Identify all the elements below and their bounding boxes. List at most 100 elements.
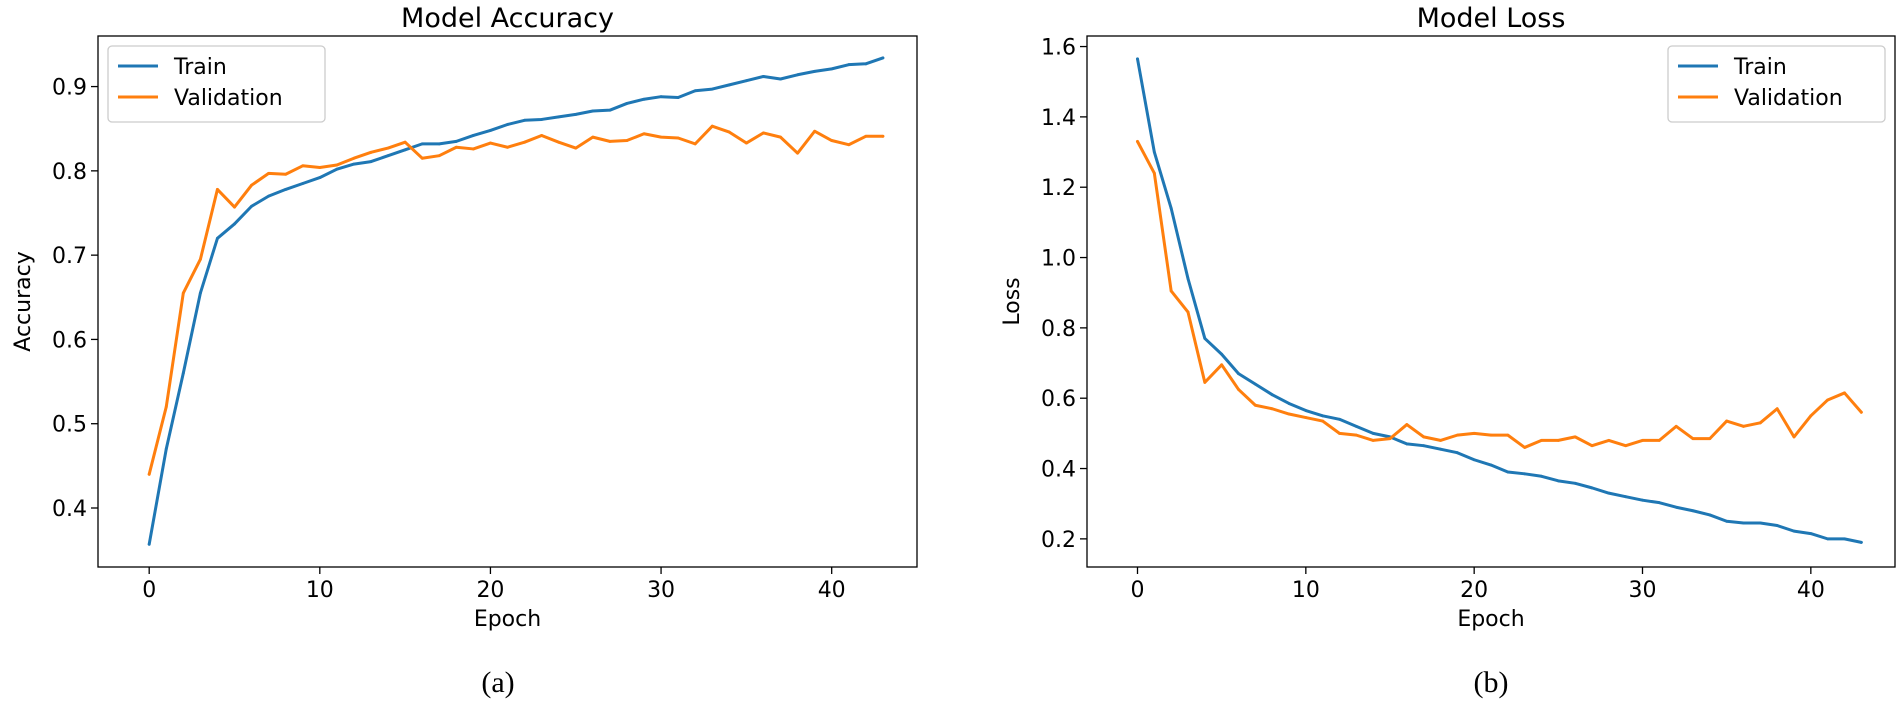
data-point (454, 139, 458, 143)
data-point (796, 73, 799, 77)
chart-title: Model Accuracy (401, 3, 614, 34)
data-point (1472, 458, 1476, 462)
data-point (1641, 498, 1644, 502)
x-tick-label: 10 (306, 578, 334, 603)
data-point (813, 70, 817, 73)
y-tick-label: 1.2 (1041, 176, 1076, 201)
series-line-validation (1136, 140, 1863, 449)
chart-title: Model Loss (1417, 3, 1566, 34)
data-point (164, 405, 168, 409)
series-line-train (1136, 57, 1863, 544)
data-point (1607, 439, 1611, 442)
data-point (147, 472, 151, 476)
data-point (574, 112, 578, 116)
data-point (1220, 363, 1224, 367)
x-tick-label: 0 (1131, 578, 1145, 603)
data-point (1203, 380, 1207, 384)
data-point (642, 97, 646, 101)
data-point (1371, 439, 1375, 442)
data-point (1152, 171, 1156, 175)
data-point (1388, 437, 1392, 441)
data-point (1792, 529, 1796, 533)
x-tick-label: 30 (1629, 578, 1657, 603)
data-point (386, 154, 390, 158)
data-point (779, 135, 782, 139)
data-point (727, 130, 731, 134)
x-tick-label: 10 (1292, 578, 1320, 603)
data-point (1136, 140, 1139, 143)
data-point (1775, 524, 1779, 527)
data-point (1540, 474, 1543, 478)
loss-chart: Model Loss 0 10 20 30 40 0.2 0.4 0.6 0.8 1.0 1.2 1.4… (1000, 3, 1896, 699)
data-point (1152, 150, 1156, 154)
legend-label: Train (173, 55, 227, 80)
data-point (1270, 407, 1274, 411)
data-point (1674, 424, 1678, 428)
panel-caption: (a) (481, 666, 514, 699)
data-point (489, 141, 492, 145)
series-line-train (147, 56, 885, 546)
data-point (744, 79, 748, 83)
data-point (1624, 495, 1628, 499)
data-point (352, 156, 356, 160)
data-point (1422, 444, 1426, 448)
data-point (1321, 419, 1325, 423)
data-point (1708, 513, 1712, 517)
data-point (1253, 382, 1257, 386)
data-point (1859, 540, 1863, 544)
series-train (147, 56, 885, 546)
data-point (1169, 289, 1173, 293)
x-tick-label: 20 (476, 578, 504, 603)
panel-caption: (b) (1474, 666, 1509, 699)
y-tick-label: 0.2 (1041, 528, 1076, 553)
data-point (437, 142, 441, 146)
data-point (881, 134, 885, 138)
data-point (1321, 414, 1325, 418)
data-point (1657, 501, 1661, 505)
data-point (1657, 439, 1661, 442)
data-point (318, 176, 322, 180)
data-point (1590, 486, 1594, 490)
data-point (352, 162, 356, 166)
data-point (1405, 423, 1409, 426)
data-point (1338, 431, 1341, 435)
data-point (625, 139, 629, 142)
data-point (710, 87, 714, 91)
x-tick-label: 30 (647, 578, 675, 603)
data-point (506, 145, 509, 149)
data-point (591, 135, 595, 139)
data-point (1455, 451, 1459, 455)
x-axis-label: Epoch (474, 607, 541, 632)
y-tick-label: 0.7 (52, 244, 87, 269)
data-point (1169, 206, 1173, 210)
data-point (642, 132, 646, 136)
data-point (1725, 519, 1729, 523)
data-point (693, 89, 697, 93)
y-tick-label: 0.6 (52, 328, 87, 353)
data-point (1523, 472, 1527, 476)
data-point (1826, 398, 1830, 402)
data-point (693, 142, 697, 146)
data-point (830, 139, 834, 142)
y-axis-label: Loss (1000, 277, 1025, 325)
data-point (1287, 412, 1291, 416)
data-point (250, 204, 253, 208)
plot-area (1086, 35, 1896, 568)
data-point (1792, 435, 1796, 439)
y-tick-label: 0.4 (52, 497, 87, 522)
y-tick-label: 1.6 (1041, 36, 1076, 61)
legend-label: Validation (174, 86, 283, 111)
y-tick-label: 0.8 (1041, 317, 1076, 342)
data-point (676, 96, 680, 99)
data-point (1237, 372, 1240, 375)
data-point (181, 371, 185, 375)
data-point (386, 146, 390, 150)
data-point (1607, 491, 1611, 495)
data-point (762, 131, 765, 135)
data-point (1304, 409, 1308, 412)
data-point (233, 205, 236, 209)
data-point (1253, 403, 1257, 407)
data-point (284, 172, 288, 176)
data-point (608, 108, 612, 112)
